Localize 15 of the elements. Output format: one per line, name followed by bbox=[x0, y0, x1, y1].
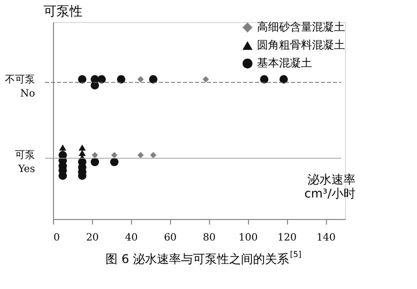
x-tick-label: 140 bbox=[316, 232, 336, 244]
x-tick-label: 20 bbox=[86, 232, 99, 244]
x-tick-label: 80 bbox=[202, 232, 216, 244]
y-axis-title: 可泵性 bbox=[44, 4, 82, 20]
x-tick-label: 0 bbox=[54, 232, 60, 244]
legend-label: 高细砂含量混凝土 bbox=[257, 20, 345, 34]
x-tick-label: 40 bbox=[125, 232, 138, 244]
ref-line-label: 可泵 Yes bbox=[15, 150, 35, 176]
x-tick-label: 60 bbox=[164, 232, 177, 244]
legend-label: 圆角粗骨料混凝土 bbox=[257, 38, 345, 52]
x-tick-label: 100 bbox=[238, 232, 258, 244]
ref-line-label: 不可泵 No bbox=[5, 74, 35, 100]
x-axis-title: 泌水速率 cm³/小时 bbox=[304, 172, 356, 200]
x-tick-label: 120 bbox=[278, 232, 297, 244]
legend-label: 基本混凝土 bbox=[257, 56, 312, 70]
